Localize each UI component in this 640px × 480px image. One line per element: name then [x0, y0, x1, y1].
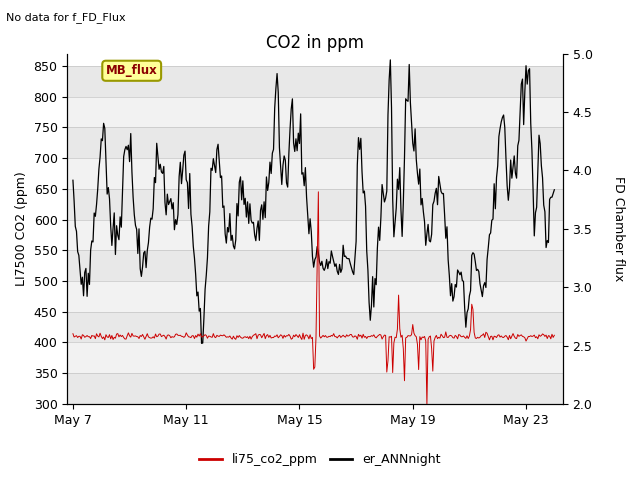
Title: CO2 in ppm: CO2 in ppm [266, 34, 364, 52]
Y-axis label: FD Chamber flux: FD Chamber flux [612, 176, 625, 281]
Bar [67, 189, 563, 220]
Bar [67, 281, 563, 312]
Bar [67, 312, 563, 342]
Bar [67, 158, 563, 189]
Bar [67, 250, 563, 281]
Bar [67, 342, 563, 373]
Text: MB_flux: MB_flux [106, 64, 157, 77]
Bar [67, 220, 563, 250]
Y-axis label: LI7500 CO2 (ppm): LI7500 CO2 (ppm) [15, 171, 28, 286]
Text: No data for f_FD_Flux: No data for f_FD_Flux [6, 12, 126, 23]
Bar [67, 128, 563, 158]
Bar [67, 66, 563, 97]
Bar [67, 97, 563, 128]
Bar [67, 373, 563, 404]
Legend: li75_co2_ppm, er_ANNnight: li75_co2_ppm, er_ANNnight [194, 448, 446, 471]
